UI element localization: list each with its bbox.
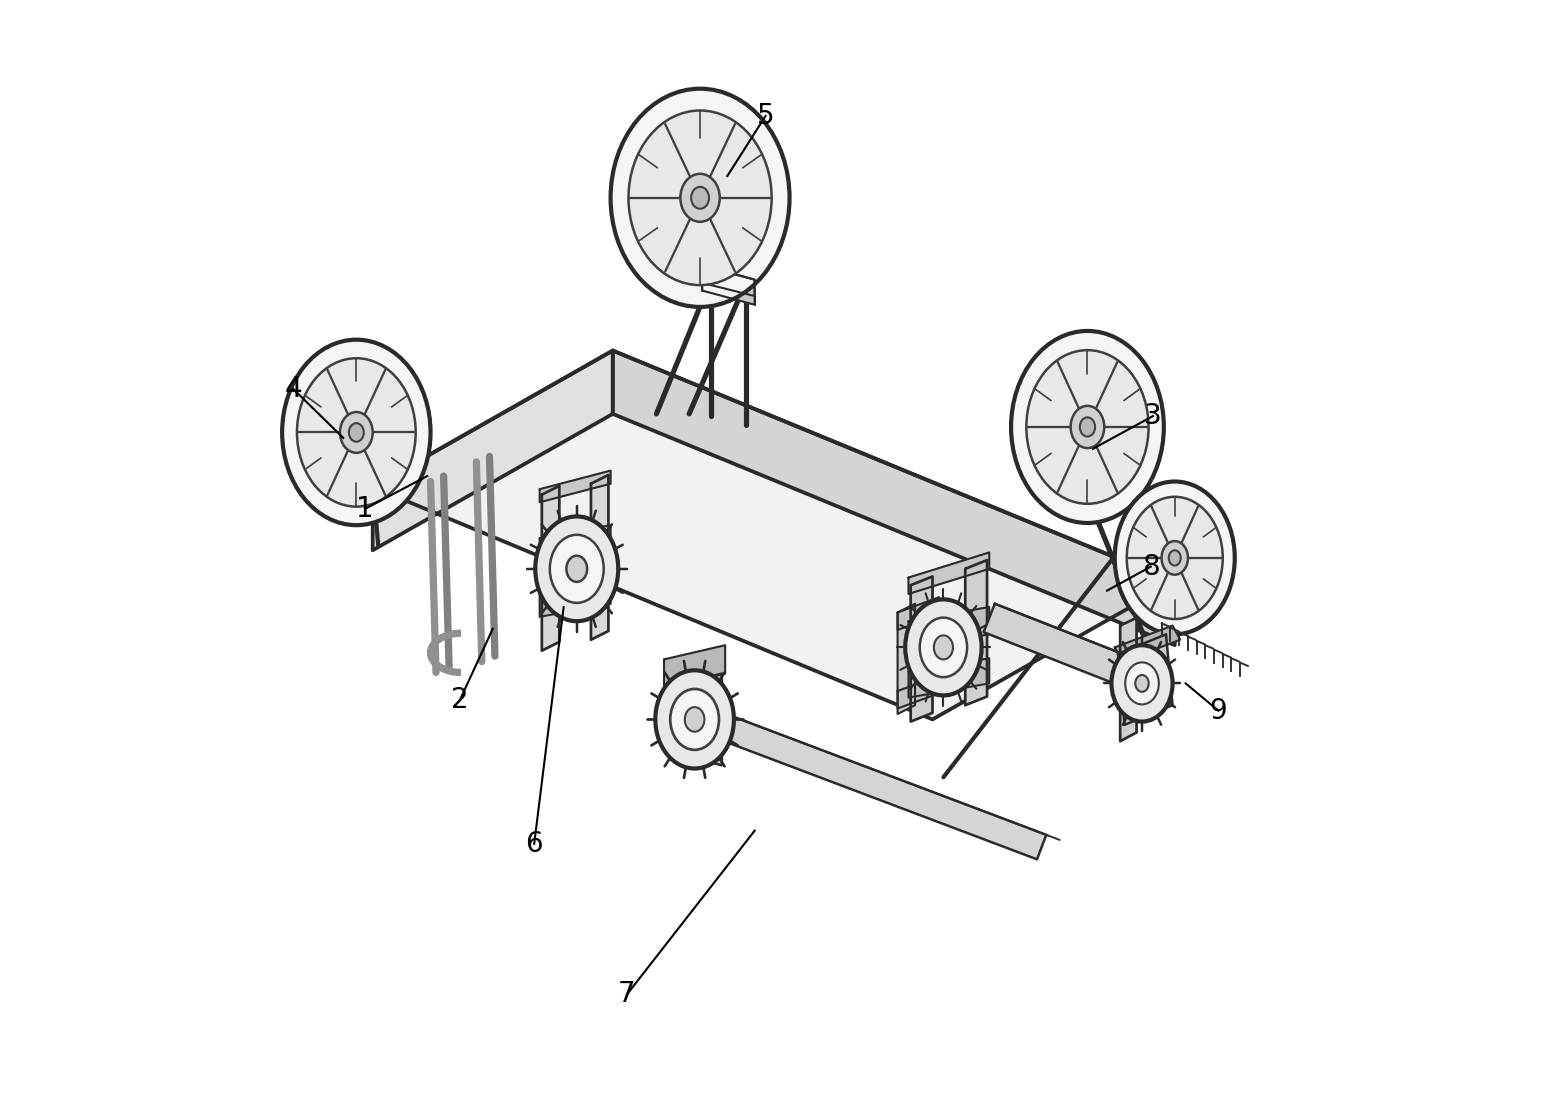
Polygon shape xyxy=(908,659,990,698)
Polygon shape xyxy=(668,674,722,765)
Polygon shape xyxy=(540,580,611,617)
Polygon shape xyxy=(908,552,990,594)
Polygon shape xyxy=(725,717,1047,859)
Ellipse shape xyxy=(550,535,604,603)
Ellipse shape xyxy=(934,636,953,660)
Ellipse shape xyxy=(611,89,790,307)
Text: 1: 1 xyxy=(356,494,373,523)
Polygon shape xyxy=(897,597,939,630)
Polygon shape xyxy=(1118,635,1172,725)
Ellipse shape xyxy=(629,110,771,286)
Polygon shape xyxy=(897,676,939,709)
Ellipse shape xyxy=(1127,497,1223,619)
Ellipse shape xyxy=(339,412,373,453)
Ellipse shape xyxy=(1169,550,1181,566)
Polygon shape xyxy=(984,604,1153,695)
Polygon shape xyxy=(908,607,990,649)
Text: 3: 3 xyxy=(1144,403,1161,430)
Ellipse shape xyxy=(1012,331,1164,523)
Ellipse shape xyxy=(691,187,709,209)
Text: 7: 7 xyxy=(618,980,635,1009)
Ellipse shape xyxy=(671,689,719,749)
Ellipse shape xyxy=(1112,645,1172,722)
Text: 2: 2 xyxy=(452,686,469,713)
Text: 6: 6 xyxy=(526,830,543,858)
Ellipse shape xyxy=(1079,418,1095,437)
Ellipse shape xyxy=(1135,675,1149,691)
Ellipse shape xyxy=(298,358,416,507)
Ellipse shape xyxy=(1070,406,1104,449)
Polygon shape xyxy=(540,470,611,502)
Ellipse shape xyxy=(1027,350,1149,504)
Polygon shape xyxy=(540,525,611,566)
Ellipse shape xyxy=(919,618,967,677)
Polygon shape xyxy=(897,604,914,714)
Polygon shape xyxy=(911,577,933,722)
Ellipse shape xyxy=(282,339,430,525)
Ellipse shape xyxy=(566,556,588,582)
Polygon shape xyxy=(1115,626,1180,662)
Polygon shape xyxy=(373,350,612,550)
Text: 8: 8 xyxy=(1143,552,1160,581)
Ellipse shape xyxy=(1115,481,1235,635)
Ellipse shape xyxy=(348,423,364,442)
Text: 9: 9 xyxy=(1209,697,1227,724)
Ellipse shape xyxy=(535,516,618,621)
Ellipse shape xyxy=(655,671,734,768)
Polygon shape xyxy=(702,266,754,296)
Ellipse shape xyxy=(905,600,982,696)
Text: 4: 4 xyxy=(284,375,302,403)
Polygon shape xyxy=(702,266,754,305)
Ellipse shape xyxy=(1126,662,1160,705)
Polygon shape xyxy=(665,645,725,689)
Text: 5: 5 xyxy=(757,102,774,130)
Polygon shape xyxy=(373,350,1175,720)
Polygon shape xyxy=(541,486,560,651)
Polygon shape xyxy=(965,560,987,706)
Polygon shape xyxy=(591,475,609,640)
Polygon shape xyxy=(612,350,1175,645)
Polygon shape xyxy=(1119,618,1136,742)
Ellipse shape xyxy=(1161,542,1187,574)
Ellipse shape xyxy=(680,174,720,222)
Ellipse shape xyxy=(685,707,705,732)
